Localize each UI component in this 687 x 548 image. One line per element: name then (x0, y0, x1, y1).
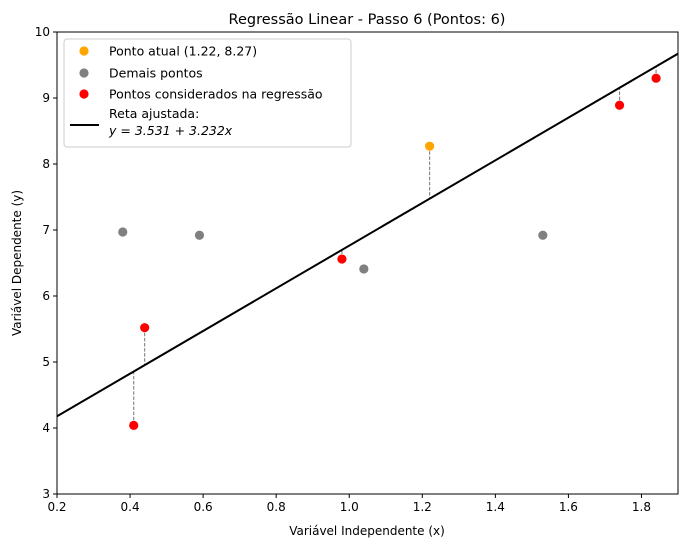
y-tick-label: 5 (42, 355, 50, 369)
considered-point (614, 100, 625, 110)
x-tick-label: 1.0 (340, 500, 359, 514)
y-tick-label: 9 (42, 91, 50, 105)
legend-marker-other (79, 68, 89, 78)
other-point (359, 264, 369, 274)
legend: Ponto atual (1.22, 8.27) Demais pontos Pon… (63, 38, 352, 148)
plot-area: 0.2 0.4 0.6 0.8 1.0 1.2 1.4 1.6 1.8 3 4 5 6 7 8 9 10 Pont… (35, 25, 679, 514)
y-tick-label: 7 (42, 223, 50, 237)
x-tick-label: 1.4 (486, 500, 505, 514)
current-point (425, 141, 435, 151)
legend-box (63, 38, 352, 148)
fit-line (57, 52, 678, 418)
y-tick-label: 3 (42, 487, 50, 501)
x-tick-label: 0.6 (194, 500, 213, 514)
y-tick-label: 4 (42, 421, 50, 435)
chart-title: Regressão Linear - Passo 6 (Pontos: 6) (229, 12, 506, 28)
legend-label-other: Demais pontos (109, 66, 203, 81)
legend-label-considered: Pontos considerados na regressão (109, 87, 323, 102)
x-tick-label: 1.2 (413, 500, 432, 514)
legend-label-current: Ponto atual (1.22, 8.27) (109, 44, 257, 59)
y-tick-label: 8 (42, 157, 50, 171)
considered-point (140, 323, 150, 333)
considered-point (129, 420, 139, 430)
legend-line-label: Reta ajustada: (109, 106, 199, 121)
x-tick-label: 0.2 (47, 500, 66, 514)
y-tick-label: 10 (35, 25, 50, 39)
x-tick-label: 1.6 (559, 500, 578, 514)
legend-marker-current (79, 46, 89, 56)
y-axis-label: Variável Dependente (y) (10, 190, 24, 336)
y-tick-label: 6 (42, 289, 50, 303)
legend-marker-considered (79, 89, 89, 99)
legend-equation: y = 3.531 + 3.232x (108, 123, 233, 138)
considered-point (337, 254, 347, 264)
considered-point (651, 73, 661, 83)
other-point (538, 230, 548, 240)
x-tick-label: 0.8 (267, 500, 286, 514)
x-tick-label: 1.8 (632, 500, 651, 514)
other-point (194, 230, 205, 240)
x-axis-label: Variável Independente (x) (289, 524, 445, 538)
x-tick-label: 0.4 (121, 500, 140, 514)
other-point (118, 227, 128, 237)
axes-frame (56, 31, 679, 495)
